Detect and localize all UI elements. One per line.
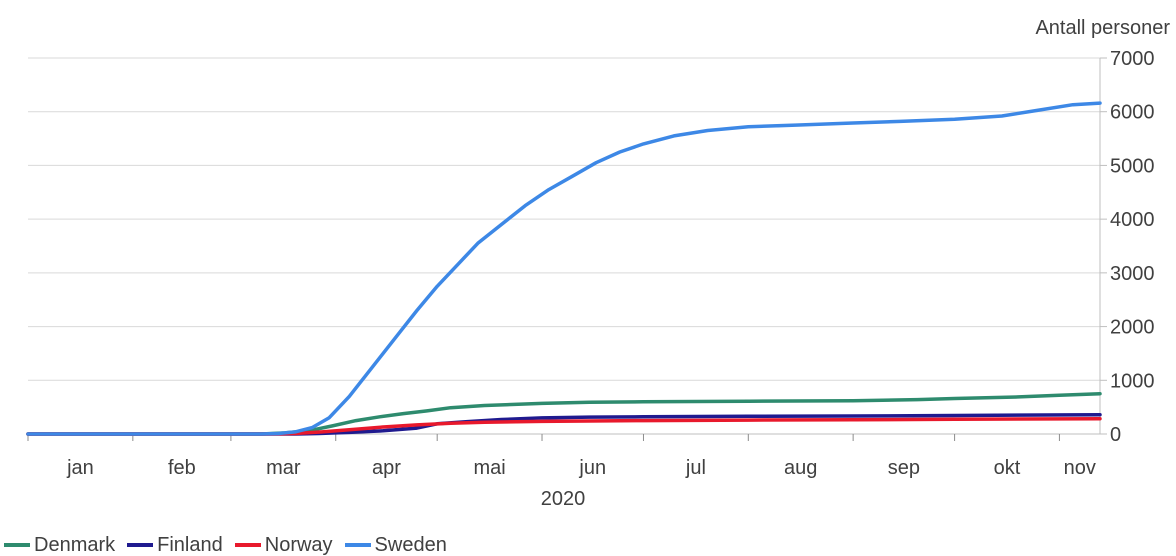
x-tick-label: jun: [578, 457, 606, 479]
gridlines: [28, 57, 1100, 381]
legend-item-denmark: Denmark: [4, 534, 115, 556]
legend-swatch: [344, 543, 371, 547]
axes: 0 1000 2000 3000 4000 5000 6000 7000 jan feb mar ap…: [27, 48, 1155, 479]
x-tick-label: okt: [994, 457, 1021, 479]
y-axis-title: Antall personer: [1035, 17, 1170, 39]
series-lines: [26, 101, 1102, 436]
x-tick-label: mar: [266, 457, 301, 479]
legend-item-finland: Finland: [127, 534, 223, 556]
y-tick-label: 5000: [1110, 155, 1155, 177]
legend-item-sweden: Sweden: [344, 533, 447, 556]
y-tick-label: 3000: [1110, 263, 1155, 285]
x-tick-label: mai: [473, 457, 505, 479]
x-tick-label: jan: [66, 457, 94, 479]
y-tick-label: 1000: [1110, 370, 1155, 392]
y-tick-label: 6000: [1110, 102, 1155, 124]
series-line-norway: [26, 416, 1102, 436]
y-tick-label: 2000: [1110, 317, 1155, 339]
legend-item-norway: Norway: [234, 533, 333, 556]
y-tick-label: 7000: [1110, 48, 1155, 70]
legend-label: Finland: [157, 533, 223, 556]
legend-label: Denmark: [34, 533, 116, 556]
y-tick-label: 4000: [1110, 209, 1155, 231]
legend-swatch: [127, 543, 154, 547]
series-line-sweden: [26, 101, 1102, 436]
legend-swatch: [234, 543, 261, 547]
x-tick-label: sep: [888, 457, 920, 479]
legend-swatch: [4, 543, 30, 547]
legend-label: Sweden: [374, 533, 447, 556]
x-tick-label: nov: [1064, 457, 1096, 479]
x-tick-label: jul: [685, 457, 706, 479]
legend-label: Norway: [264, 533, 333, 556]
x-axis-title: 2020: [541, 488, 586, 510]
x-tick-label: feb: [168, 457, 196, 479]
y-tick-label: 0: [1110, 424, 1121, 446]
x-tick-label: aug: [784, 457, 817, 479]
series-line-denmark: [26, 391, 1102, 436]
legend: Denmark Finland Norway Sweden: [4, 534, 447, 556]
x-tick-label: apr: [372, 457, 401, 479]
